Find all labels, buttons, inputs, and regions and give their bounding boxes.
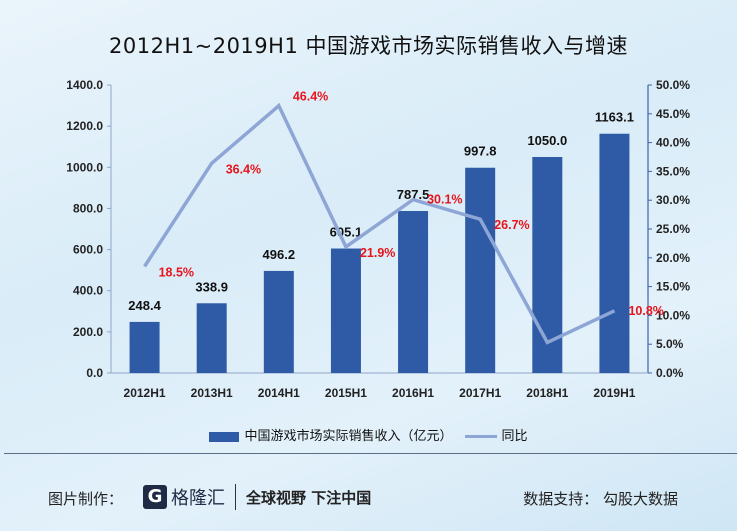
right-tick-label: 25.0%: [656, 222, 690, 236]
bar: [330, 248, 361, 373]
growth-data-label: 36.4%: [226, 162, 261, 176]
x-tick-label: 2015H1: [325, 386, 367, 400]
bar: [129, 321, 160, 373]
x-tick-label: 2019H1: [593, 386, 635, 400]
legend-line-swatch: [464, 435, 497, 438]
left-tick-label: 0.0: [86, 366, 103, 380]
right-tick-label: 15.0%: [656, 280, 690, 294]
growth-data-label: 26.7%: [494, 218, 529, 232]
growth-data-label: 10.8%: [628, 304, 663, 318]
x-tick-label: 2017H1: [459, 386, 501, 400]
logo-g-icon: G: [143, 485, 167, 509]
right-tick-label: 45.0%: [656, 107, 690, 121]
bar: [465, 167, 496, 373]
left-tick-label: 800.0: [73, 201, 103, 215]
gelonghui-logo: G 格隆汇 全球视野 下注中国: [143, 484, 371, 510]
legend: 中国游戏市场实际销售收入（亿元） 同比: [0, 425, 737, 444]
x-tick-label: 2013H1: [191, 386, 233, 400]
bar: [398, 211, 429, 373]
chart-title: 2012H1~2019H1 中国游戏市场实际销售收入与增速: [109, 34, 628, 58]
growth-data-label: 30.1%: [427, 193, 462, 207]
growth-data-label: 46.4%: [293, 90, 328, 104]
left-tick-label: 400.0: [73, 284, 103, 298]
footer: 图片制作： G 格隆汇 全球视野 下注中国 数据支持： 勾股大数据: [48, 484, 708, 514]
legend-bar-swatch: [209, 431, 240, 442]
left-tick-label: 1200.0: [66, 119, 103, 133]
left-tick-label: 1400.0: [66, 78, 103, 92]
bar-data-label: 997.8: [464, 144, 497, 159]
left-tick-label: 600.0: [73, 243, 103, 257]
right-tick-label: 5.0%: [656, 337, 684, 351]
right-tick-label: 50.0%: [656, 78, 690, 92]
bar: [263, 270, 294, 373]
bar: [196, 303, 227, 373]
growth-line: [143, 102, 616, 345]
growth-data-label: 21.9%: [360, 246, 395, 260]
legend-line-label: 同比: [501, 429, 528, 444]
x-tick-label: 2014H1: [258, 386, 300, 400]
bar-data-label: 496.2: [263, 247, 296, 262]
x-tick-label: 2012H1: [124, 386, 166, 400]
bar-data-label: 248.4: [128, 298, 161, 313]
bar: [599, 133, 630, 373]
x-tick-label: 2018H1: [526, 386, 568, 400]
made-by-label: 图片制作：: [48, 490, 124, 508]
left-tick-label: 200.0: [73, 325, 103, 339]
left-tick-label: 1000.0: [66, 160, 103, 174]
right-tick-label: 10.0%: [656, 308, 690, 322]
right-tick-label: 40.0%: [656, 136, 690, 150]
bar-data-label: 1163.1: [595, 110, 634, 125]
logo-separator: [235, 484, 236, 510]
x-tick-label: 2016H1: [392, 386, 434, 400]
slogan: 全球视野 下注中国: [246, 488, 372, 507]
divider: [4, 453, 737, 454]
bar-data-label: 1050.0: [527, 133, 567, 148]
growth-data-label: 18.5%: [159, 265, 194, 279]
data-source: 数据支持： 勾股大数据: [523, 490, 678, 508]
right-tick-label: 0.0%: [656, 366, 684, 380]
right-tick-label: 20.0%: [656, 251, 690, 265]
bar-data-label: 338.9: [195, 279, 228, 294]
chart: 0.0 200.0 400.0 600.0 800.0 1000.0 1200.0 1400.…: [66, 78, 690, 400]
legend-bar-label: 中国游戏市场实际销售收入（亿元）: [244, 429, 453, 444]
logo-name: 格隆汇: [171, 488, 225, 509]
right-tick-label: 30.0%: [656, 193, 690, 207]
right-tick-label: 35.0%: [656, 164, 690, 178]
bar-data-label: 787.5: [397, 187, 430, 202]
